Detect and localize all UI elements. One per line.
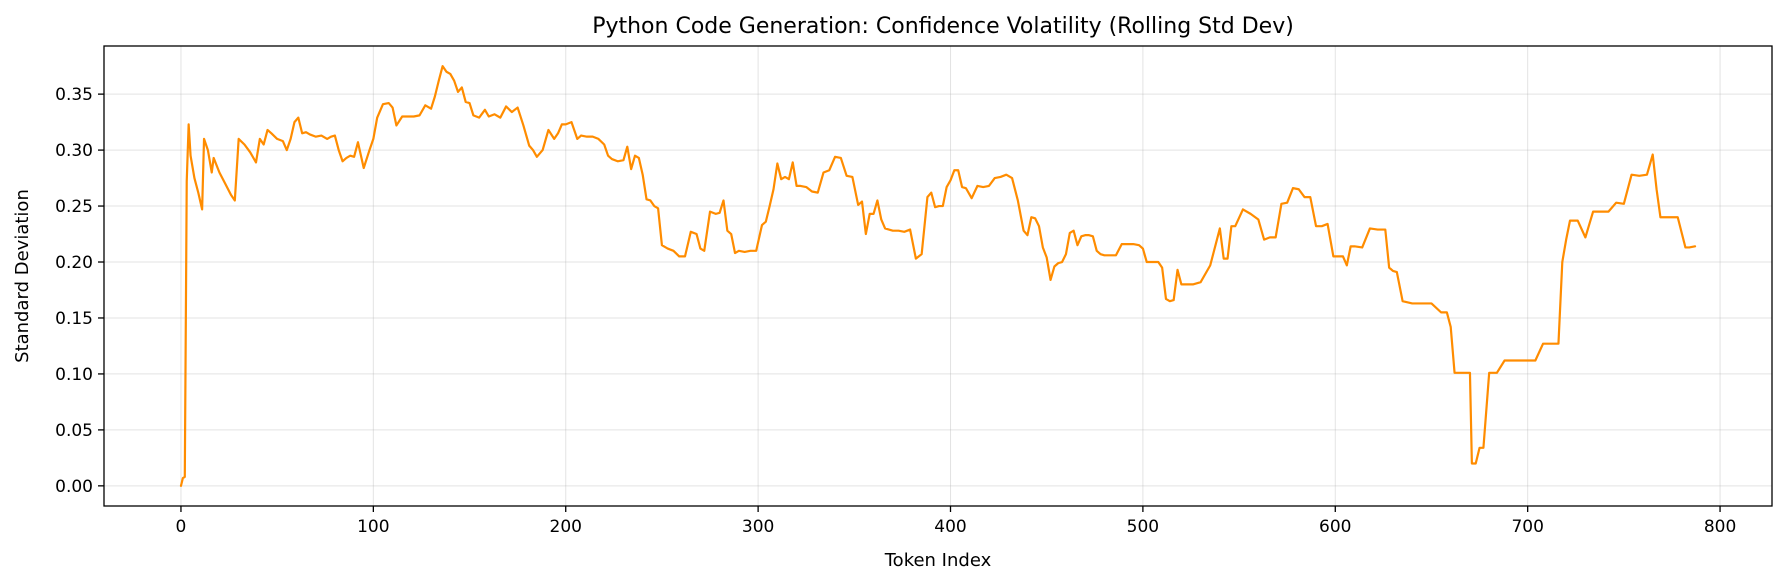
x-tick-label: 500 <box>1127 517 1159 537</box>
x-axis-ticks: 0 100 200 300 400 500 600 700 800 <box>176 506 1736 537</box>
y-tick-label: 0.35 <box>55 85 93 105</box>
y-tick-label: 0.30 <box>55 141 93 161</box>
plot-frame <box>103 45 1773 507</box>
series-line <box>179 65 1697 487</box>
y-tick-label: 0.10 <box>55 365 93 385</box>
y-axis-label: Standard Deviation <box>12 189 33 363</box>
series-layer <box>179 65 1697 487</box>
x-tick-label: 600 <box>1319 517 1351 537</box>
x-tick-label: 300 <box>742 517 774 537</box>
x-tick-label: 700 <box>1511 517 1543 537</box>
chart-title: Python Code Generation: Confidence Volat… <box>592 14 1294 39</box>
y-tick-label: 0.15 <box>55 309 93 329</box>
y-tick-label: 0.05 <box>55 421 93 441</box>
grid <box>104 46 1772 506</box>
y-tick-label: 0.25 <box>55 197 93 217</box>
x-tick-label: 0 <box>176 517 187 537</box>
x-axis-label: Token Index <box>884 550 992 571</box>
y-axis-ticks: 0.00 0.05 0.10 0.15 0.20 0.25 0.30 0.35 <box>55 85 104 497</box>
x-tick-label: 800 <box>1704 517 1736 537</box>
x-tick-label: 200 <box>550 517 582 537</box>
x-tick-label: 400 <box>934 517 966 537</box>
x-tick-label: 100 <box>357 517 389 537</box>
y-tick-label: 0.00 <box>55 477 93 497</box>
y-tick-label: 0.20 <box>55 253 93 273</box>
